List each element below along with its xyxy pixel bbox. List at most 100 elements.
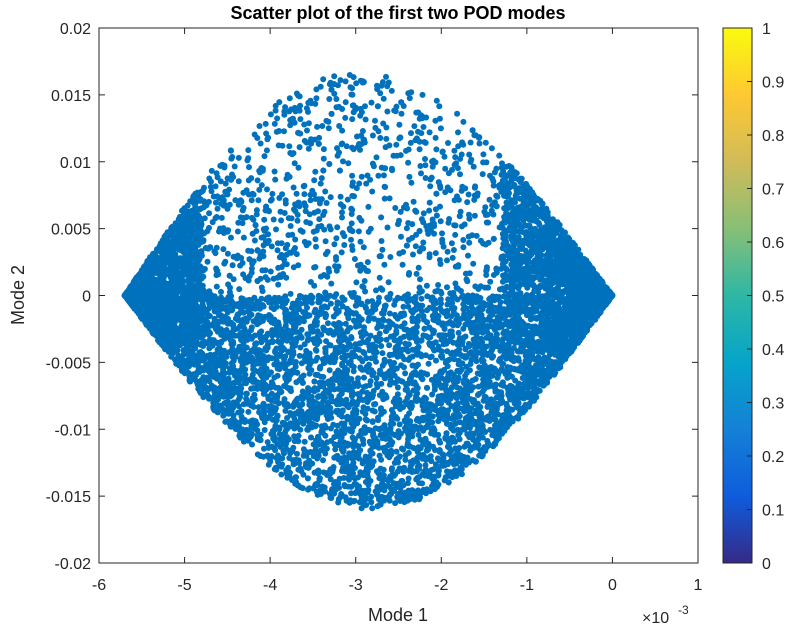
scatter-point <box>378 380 385 387</box>
scatter-point <box>276 431 283 437</box>
scatter-point <box>301 191 308 198</box>
scatter-point <box>460 118 467 125</box>
scatter-point <box>444 348 451 355</box>
scatter-point <box>470 260 477 267</box>
scatter-point <box>263 147 270 154</box>
scatter-point <box>297 102 304 109</box>
scatter-point <box>294 450 300 457</box>
scatter-point <box>378 214 385 221</box>
scatter-point <box>381 261 388 268</box>
scatter-point <box>275 281 282 288</box>
scatter-point <box>296 144 303 151</box>
scatter-point <box>349 243 355 249</box>
scatter-point <box>278 217 285 224</box>
scatter-point <box>485 239 492 246</box>
scatter-point <box>333 235 340 242</box>
scatter-point <box>369 429 376 436</box>
scatter-point <box>270 216 277 223</box>
scatter-point <box>422 156 428 162</box>
scatter-point <box>340 158 346 165</box>
scatter-point <box>436 115 443 122</box>
scatter-point <box>338 249 345 256</box>
scatter-point <box>287 223 294 229</box>
scatter-point <box>333 96 340 102</box>
scatter-point <box>483 444 490 451</box>
scatter-point <box>381 195 388 202</box>
scatter-point <box>310 228 317 235</box>
scatter-point <box>255 197 262 204</box>
scatter-point <box>311 282 318 289</box>
scatter-point <box>276 99 283 106</box>
scatter-point <box>442 165 449 172</box>
scatter-point <box>433 97 440 104</box>
scatter-point <box>325 125 332 132</box>
scatter-point <box>369 298 376 305</box>
scatter-point <box>393 141 400 148</box>
scatter-point <box>437 125 444 132</box>
scatter-point <box>464 199 471 206</box>
scatter-point <box>327 404 334 411</box>
scatter-point <box>363 267 370 274</box>
scatter-point <box>460 244 467 251</box>
scatter-point <box>380 120 387 127</box>
scatter-point <box>467 139 474 146</box>
scatter-point <box>433 212 440 219</box>
scatter-point <box>425 334 432 341</box>
scatter-point <box>325 265 332 272</box>
scatter-point <box>317 83 324 90</box>
scatter-point <box>206 345 213 352</box>
scatter-point <box>445 170 452 177</box>
scatter-point <box>245 155 252 162</box>
scatter-point <box>355 391 362 397</box>
scatter-point <box>273 226 279 233</box>
scatter-point <box>263 225 270 232</box>
scatter-point <box>410 198 417 205</box>
scatter-point <box>351 256 358 262</box>
scatter-point <box>471 212 478 219</box>
scatter-point <box>278 471 285 478</box>
scatter-point <box>487 278 494 285</box>
scatter-point <box>271 120 278 127</box>
scatter-point <box>379 350 386 357</box>
scatter-point <box>240 234 247 241</box>
scatter-point <box>294 217 301 224</box>
scatter-point <box>386 142 393 149</box>
scatter-point <box>306 211 313 218</box>
scatter-point <box>297 227 304 234</box>
scatter-point <box>488 145 495 152</box>
scatter-point <box>272 107 279 114</box>
scatter-point <box>385 79 392 86</box>
scatter-point <box>418 295 425 302</box>
scatter-point <box>334 224 341 231</box>
scatter-point <box>482 204 489 211</box>
scatter-point <box>349 172 356 179</box>
scatter-point <box>457 171 463 178</box>
scatter-point <box>379 362 386 369</box>
scatter-point <box>340 475 347 481</box>
scatter-point <box>339 140 346 147</box>
scatter-point <box>248 197 255 204</box>
scatter-point <box>342 99 349 106</box>
scatter-point <box>339 214 345 221</box>
scatter-point <box>425 360 432 367</box>
scatter-point <box>304 337 311 344</box>
scatter-point <box>269 355 275 362</box>
scatter-point <box>420 124 427 130</box>
scatter-point <box>301 121 308 128</box>
scatter-point <box>279 191 286 198</box>
scatter-point <box>343 396 350 403</box>
scatter-point <box>398 445 405 452</box>
scatter-point <box>373 380 380 387</box>
scatter-point <box>248 175 255 182</box>
scatter-point <box>456 445 463 451</box>
scatter-point <box>419 91 426 98</box>
scatter-point <box>246 164 252 171</box>
scatter-point <box>201 215 208 222</box>
scatter-point <box>348 220 355 227</box>
scatter-point <box>251 332 258 339</box>
scatter-point <box>354 398 361 405</box>
scatter-point <box>427 183 434 190</box>
scatter-point <box>426 251 433 258</box>
scatter-point <box>376 274 383 281</box>
scatter-point <box>398 478 405 484</box>
